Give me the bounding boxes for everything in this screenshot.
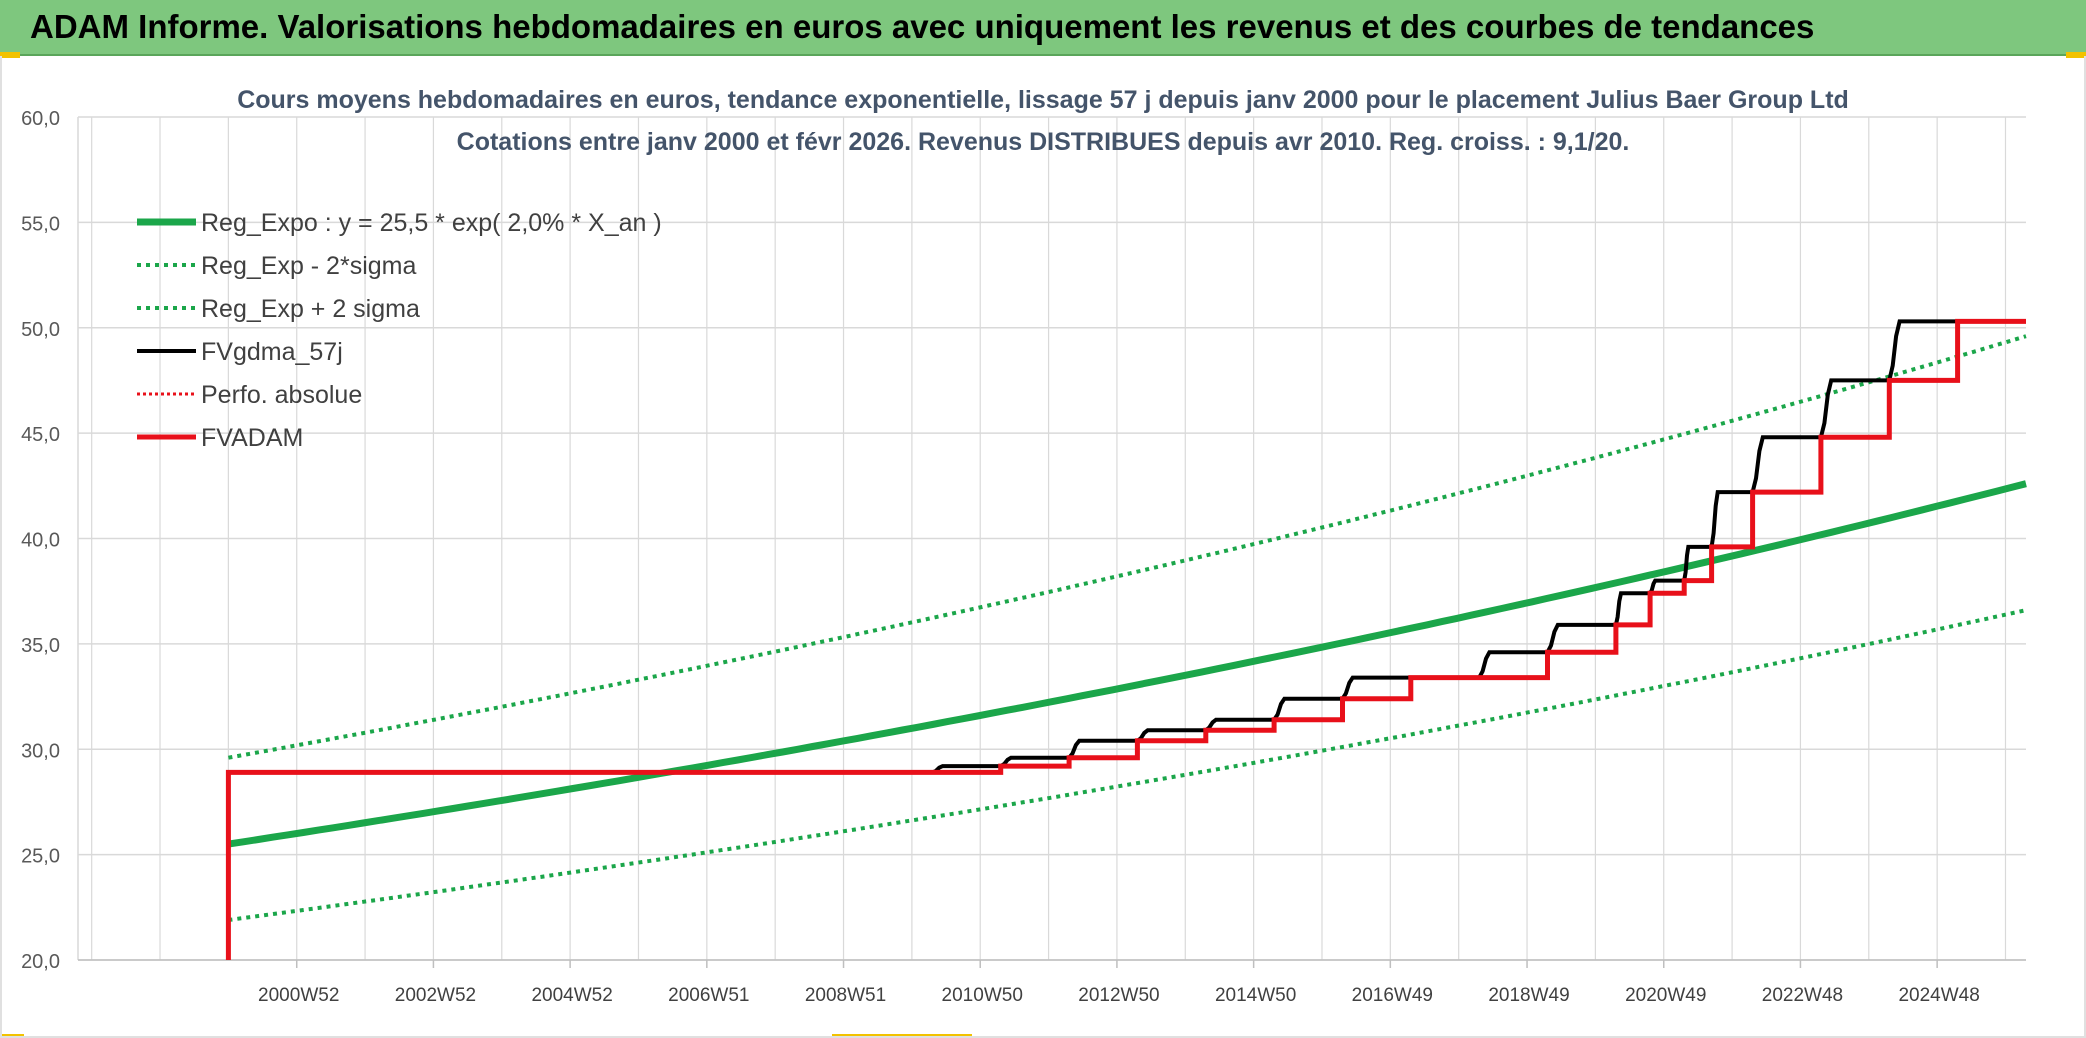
corner-mark-left: [0, 52, 20, 58]
legend-label: Reg_Exp - 2*sigma: [201, 252, 416, 280]
series-line-5: [225, 318, 2026, 960]
y-tick-label: 60,0: [21, 108, 60, 130]
x-tick-label: 2024W48: [1898, 985, 1979, 1006]
x-tick-label: 2014W50: [1215, 985, 1296, 1006]
x-tick-label: 2012W50: [1078, 985, 1159, 1006]
legend-label: Reg_Expo : y = 25,5 * exp( 2,0% * X_an ): [201, 209, 662, 237]
y-tick-label: 30,0: [21, 740, 60, 762]
legend-label: Reg_Exp + 2 sigma: [201, 295, 420, 323]
x-tick-label: 2010W50: [942, 985, 1023, 1006]
report-title: ADAM Informe. Valorisations hebdomadaire…: [30, 8, 1815, 45]
chart-legend: Reg_Expo : y = 25,5 * exp( 2,0% * X_an )…: [137, 209, 662, 452]
y-tick-label: 35,0: [21, 635, 60, 657]
y-tick-label: 25,0: [21, 846, 60, 868]
axis-layer: 20,0 25,0 30,0 35,0 40,0 45,0 50,0 55,0 60,0 2000…: [21, 108, 1980, 1006]
y-tick-label: 55,0: [21, 213, 60, 235]
report-banner: ADAM Informe. Valorisations hebdomadaire…: [0, 0, 2086, 56]
y-tick-label: 45,0: [21, 424, 60, 446]
chart-frame: [0, 56, 2086, 1038]
chart-title-line2: Cotations entre janv 2000 et févr 2026. …: [457, 128, 1630, 156]
x-tick-label: 2000W52: [258, 985, 339, 1006]
x-tick-label: 2016W49: [1352, 985, 1433, 1006]
series-layer: [225, 318, 2027, 960]
legend-label: FVADAM: [201, 424, 303, 452]
x-tick-label: 2020W49: [1625, 985, 1706, 1006]
x-tick-label: 2004W52: [531, 985, 612, 1006]
y-tick-label: 50,0: [21, 319, 60, 341]
x-tick-label: 2002W52: [395, 985, 476, 1006]
x-tick-label: 2006W51: [668, 985, 749, 1006]
series-line-0: [227, 480, 2027, 848]
y-tick-label: 40,0: [21, 530, 60, 552]
series-line-3: [228, 319, 2026, 775]
x-tick-label: 2022W48: [1762, 985, 1843, 1006]
series-line-1: [228, 608, 2027, 922]
legend-label: Perfo. absolue: [201, 381, 362, 409]
grid-layer: [77, 116, 2026, 961]
x-tick-label: 2008W51: [805, 985, 886, 1006]
x-tick-label: 2018W49: [1488, 985, 1569, 1006]
y-tick-label: 20,0: [21, 951, 60, 973]
chart-title-line1: Cours moyens hebdomadaires en euros, ten…: [237, 86, 1849, 114]
legend-label: FVgdma_57j: [201, 338, 343, 366]
corner-mark-right: [2066, 52, 2086, 58]
